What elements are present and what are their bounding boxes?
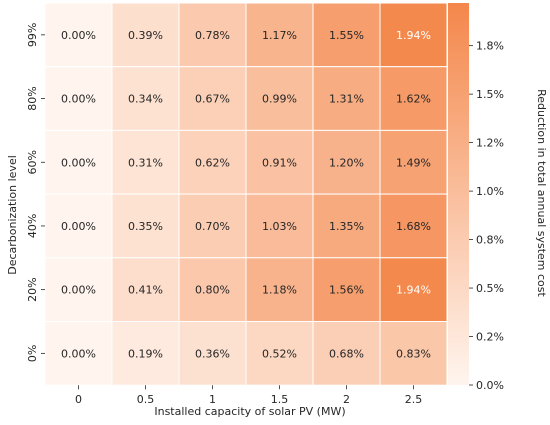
y-axis-label: Decarbonization level: [6, 155, 19, 275]
cell-value-label: 0.70%: [195, 220, 230, 233]
cell-value-label: 1.35%: [329, 220, 364, 233]
cell-value-label: 0.52%: [262, 347, 297, 360]
cell-value-label: 0.39%: [128, 29, 163, 42]
cell-value-label: 0.68%: [329, 347, 364, 360]
colorbar-tick-label: 0.0%: [476, 379, 504, 392]
heatmap-cells: [44, 2, 448, 386]
cell-value-label: 1.17%: [262, 29, 297, 42]
cell-value-label: 0.31%: [128, 156, 163, 169]
heatmap-cell: [111, 129, 180, 195]
colorbar-tick-label: 1.8%: [476, 40, 504, 53]
x-axis: 0 0.5 1 1.5 2 2.5: [75, 385, 422, 406]
heatmap-cell: [245, 2, 314, 68]
cell-value-label: 0.99%: [262, 93, 297, 106]
colorbar-tick-label: 0.5%: [476, 282, 504, 295]
cell-value-label: 0.00%: [61, 93, 96, 106]
cell-value-label: 0.00%: [61, 29, 96, 42]
heatmap-cell: [178, 257, 247, 322]
y-axis: 99% 80% 60% 40% 20% 0%: [26, 23, 45, 362]
cell-value-label: 1.03%: [262, 220, 297, 233]
heatmap-cell: [245, 66, 314, 131]
colorbar-tick-label: 1.0%: [476, 185, 504, 198]
x-tick-label: 1.5: [271, 393, 289, 406]
cell-value-label: 0.00%: [61, 220, 96, 233]
heatmap-cell: [44, 2, 113, 68]
y-tick-label: 60%: [26, 150, 39, 174]
heatmap-cell: [379, 257, 448, 322]
x-tick-label: 2.5: [405, 393, 423, 406]
cell-value-label: 0.35%: [128, 220, 163, 233]
cell-value-label: 1.18%: [262, 284, 297, 297]
y-tick-label: 40%: [26, 214, 39, 238]
heatmap-cell: [379, 66, 448, 131]
cell-value-label: 0.00%: [61, 347, 96, 360]
heatmap-cell: [312, 129, 381, 195]
colorbar-gradient: [448, 3, 469, 385]
colorbar-tick-label: 1.5%: [476, 88, 504, 101]
cell-value-label: 0.62%: [195, 156, 230, 169]
colorbar: 0.0% 0.2% 0.5% 0.8% 1.0% 1.2% 1.5% 1.8%: [448, 3, 504, 392]
cell-value-label: 0.00%: [61, 284, 96, 297]
heatmap-cell: [379, 193, 448, 259]
heatmap-cell: [44, 257, 113, 322]
cell-value-label: 0.80%: [195, 284, 230, 297]
y-tick-label: 20%: [26, 277, 39, 301]
cell-value-label: 0.34%: [128, 93, 163, 106]
cell-value-label: 0.00%: [61, 156, 96, 169]
heatmap-cell: [44, 193, 113, 259]
cell-value-label: 1.55%: [329, 29, 364, 42]
heatmap-cell: [379, 129, 448, 195]
cell-value-label: 1.68%: [396, 220, 431, 233]
heatmap-cell: [111, 193, 180, 259]
heatmap-cell: [379, 2, 448, 68]
heatmap-cell: [312, 257, 381, 322]
heatmap-cell: [178, 193, 247, 259]
cell-value-label: 0.19%: [128, 347, 163, 360]
cell-value-label: 1.20%: [329, 156, 364, 169]
heatmap-cell: [245, 129, 314, 195]
cell-value-label: 0.91%: [262, 156, 297, 169]
x-tick-label: 2: [343, 393, 350, 406]
heatmap-cell: [111, 2, 180, 68]
cell-value-label: 0.67%: [195, 93, 230, 106]
x-axis-label: Installed capacity of solar PV (MW): [154, 405, 345, 418]
x-tick-label: 0: [75, 393, 82, 406]
cell-value-label: 1.56%: [329, 284, 364, 297]
cell-value-label: 1.31%: [329, 93, 364, 106]
cell-value-label: 1.49%: [396, 156, 431, 169]
cell-value-label: 0.78%: [195, 29, 230, 42]
heatmap-cell-labels: 0.00% 0.39% 0.78% 1.17% 1.55% 1.94% 0.00% 0.34%…: [61, 29, 431, 361]
cell-value-label: 1.62%: [396, 93, 431, 106]
y-tick-label: 99%: [26, 23, 39, 47]
x-tick-label: 0.5: [137, 393, 155, 406]
heatmap-cell: [245, 193, 314, 259]
heatmap-cell: [245, 257, 314, 322]
cell-value-label: 0.83%: [396, 347, 431, 360]
y-tick-label: 80%: [26, 86, 39, 110]
cell-value-label: 1.94%: [396, 29, 431, 42]
heatmap-cell: [178, 2, 247, 68]
heatmap-cell: [111, 66, 180, 131]
heatmap-cell: [379, 321, 448, 386]
cell-value-label: 1.94%: [396, 284, 431, 297]
heatmap-cell: [312, 193, 381, 259]
x-tick-label: 1: [209, 393, 216, 406]
colorbar-tick-label: 0.8%: [476, 234, 504, 247]
colorbar-tick-label: 1.2%: [476, 137, 504, 150]
y-tick-label: 0%: [26, 345, 39, 362]
colorbar-tick-label: 0.2%: [476, 331, 504, 344]
cell-value-label: 0.41%: [128, 284, 163, 297]
cell-value-label: 0.36%: [195, 347, 230, 360]
colorbar-label: Reduction in total annual system cost: [535, 89, 548, 297]
heatmap-cell: [44, 321, 113, 386]
